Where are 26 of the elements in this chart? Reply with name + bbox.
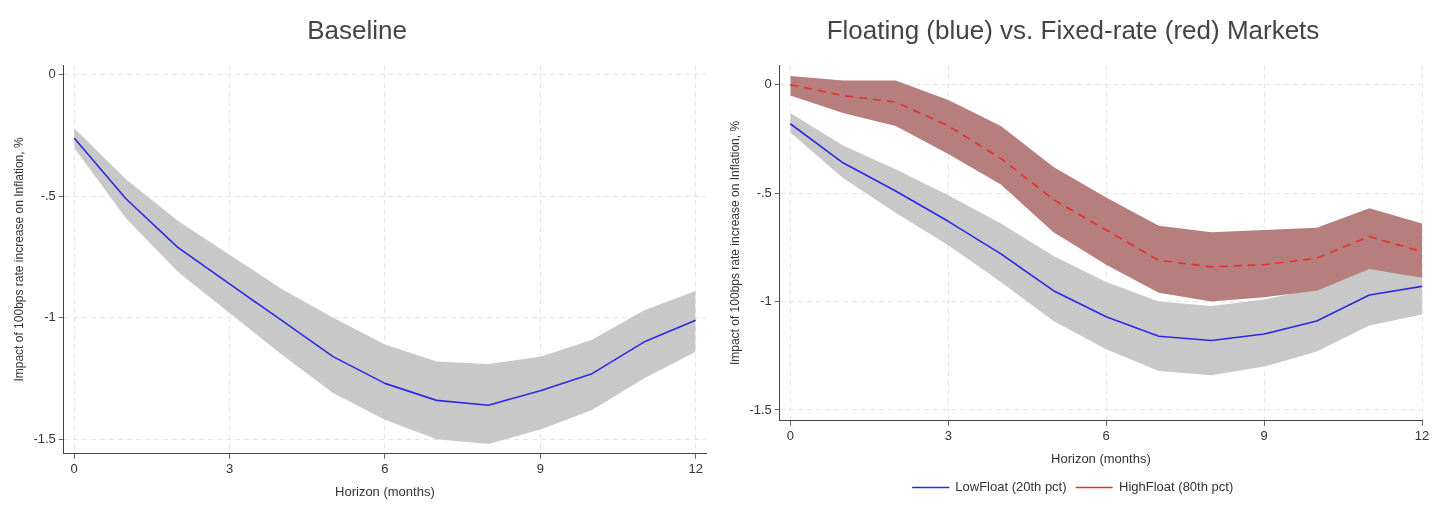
x-tick-label: 0	[786, 428, 794, 444]
x-tick-label: 9	[1260, 428, 1268, 444]
y-tick-label: 0	[48, 66, 56, 82]
x-axis-title: Horizon (months)	[1051, 450, 1151, 466]
x-tick-label: 3	[944, 428, 952, 444]
y-tick-label: -1.5	[749, 401, 772, 417]
chart-title: Baseline	[307, 14, 407, 45]
y-tick-label: -1.5	[33, 430, 56, 446]
x-axis-title: Horizon (months)	[335, 483, 435, 499]
y-tick-label: -.5	[756, 184, 772, 200]
legend-label: LowFloat (20th pct)	[955, 479, 1067, 495]
x-tick-label: 9	[536, 461, 544, 477]
x-tick-label: 3	[225, 461, 234, 477]
y-axis-title: Impact of 100bps rate increase on Inflation, %	[727, 120, 742, 366]
y-tick-label: -1	[44, 309, 56, 325]
legend-label: HighFloat (80th pct)	[1119, 479, 1234, 495]
x-tick-label: 6	[381, 461, 389, 477]
x-tick-label: 0	[70, 461, 78, 477]
y-tick-label: -1	[760, 293, 772, 309]
y-tick-label: 0	[764, 76, 772, 92]
x-tick-label: 12	[688, 461, 703, 477]
y-tick-label: -.5	[40, 187, 56, 203]
x-tick-label: 12	[1414, 428, 1430, 444]
chart-title: Floating (blue) vs. Fixed-rate (red) Markets	[826, 14, 1320, 45]
y-axis-title: Impact of 100bps rate increase on Inflation, %	[11, 137, 26, 382]
x-tick-label: 6	[1102, 428, 1110, 444]
